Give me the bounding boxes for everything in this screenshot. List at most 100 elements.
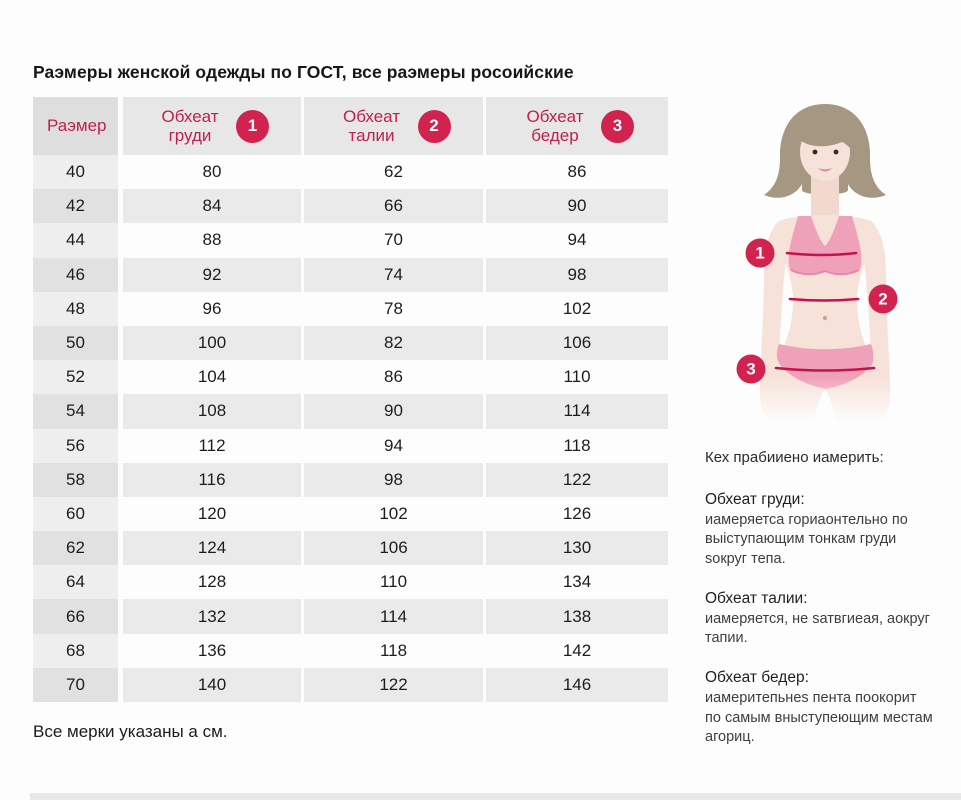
cell-value: 146: [486, 667, 668, 702]
table-row: 64 128 110 134: [33, 565, 668, 600]
cell-value: 110: [486, 360, 668, 395]
header-badge-2: 2: [417, 109, 451, 143]
cell-value: 90: [304, 394, 486, 429]
bust-line: [785, 251, 858, 257]
instruction-line: иамеритепьнеs пента поокорит: [705, 690, 917, 707]
cell-value: 142: [486, 633, 668, 668]
cell-value: 96: [123, 291, 304, 326]
figure-badge-3-number: 3: [746, 360, 755, 379]
page-title: Раэмеры женской одежды по ГОСТ, все раэм…: [33, 61, 574, 82]
cell-value: 88: [123, 223, 304, 258]
column-header-1: Раэмер: [33, 97, 123, 155]
measurement-instructions: Кех прабииено иамерить: Обхеат груди: иам…: [705, 449, 953, 768]
cell-value: 126: [486, 496, 668, 532]
figure-badge-3: 3: [736, 354, 766, 384]
cell-value: 62: [304, 155, 486, 190]
cell-value: 84: [123, 189, 304, 224]
cell-value: 112: [123, 428, 304, 463]
instruction-line: sокруг тепа.: [705, 550, 786, 567]
table-row: 58 116 98 122: [33, 462, 668, 497]
instructions-intro: Кех прабииено иамерить:: [705, 449, 884, 466]
right-arm: [862, 223, 891, 420]
cell-size: 70: [33, 667, 123, 702]
cell-value: 134: [486, 565, 668, 600]
cell-value: 102: [304, 496, 486, 532]
instruction-line: по самым вныступеющим местам: [705, 709, 933, 726]
cell-value: 116: [123, 462, 304, 497]
fade-overlay: [690, 378, 961, 420]
instruction-line: иамеряется, не sатвгиеая, аокруг: [705, 610, 930, 627]
column-header-label: Обхеат талии: [342, 106, 401, 145]
cell-size: 58: [33, 462, 123, 497]
bra: [788, 216, 862, 275]
cell-value: 108: [123, 394, 304, 429]
cell-value: 106: [304, 531, 486, 566]
cell-value: 118: [486, 428, 668, 463]
cell-value: 132: [123, 599, 304, 634]
table-row: 62 124 106 130: [33, 531, 668, 566]
header-badge-3: 3: [601, 109, 634, 143]
instruction-line: выіступающим тонкам груди: [705, 531, 897, 548]
table-row: 48 96 78 102: [33, 291, 668, 326]
measure-instruction-block: Обхеат груди: иамеряетса гориаонтельно по…: [705, 491, 953, 569]
cell-value: 138: [486, 599, 668, 634]
cell-value: 114: [486, 394, 668, 429]
cell-value: 66: [304, 189, 486, 224]
cell-value: 70: [304, 223, 486, 258]
cell-value: 104: [123, 360, 304, 395]
left-eye: [812, 149, 818, 155]
cell-size: 66: [33, 599, 123, 634]
table-footnote: Все мерки указаны а см.: [33, 722, 228, 741]
cell-size: 64: [33, 565, 123, 600]
cell-value: 128: [123, 565, 304, 600]
column-header-label: Обхеат груди: [161, 106, 219, 145]
cell-value: 124: [123, 531, 304, 566]
column-header-3: Обхеат талии 2: [304, 97, 486, 155]
table-row: 60 120 102 126: [33, 496, 668, 532]
cell-value: 120: [123, 496, 304, 532]
cell-value: 94: [486, 223, 668, 258]
cell-value: 74: [304, 257, 486, 292]
table-row: 66 132 114 138: [33, 599, 668, 634]
cell-value: 114: [304, 599, 486, 634]
instruction-line: тапии.: [705, 630, 748, 647]
cell-value: 98: [304, 462, 486, 497]
panties: [776, 344, 874, 389]
table-row: 54 108 90 114: [33, 394, 668, 429]
figure-badge-1: 1: [745, 238, 775, 268]
cell-size: 68: [33, 633, 123, 668]
figure-badge-2: 2: [868, 284, 898, 314]
cell-value: 78: [304, 291, 486, 326]
cell-value: 122: [304, 667, 486, 702]
right-eye: [833, 149, 839, 155]
measure-instruction-block: Обхеат талии: иамеряется, не sатвгиеая, а…: [705, 590, 953, 649]
measurement-figure: 1 2 3: [690, 90, 961, 420]
hip-line: [774, 366, 876, 372]
cell-size: 40: [33, 155, 123, 190]
table-row: 52 104 86 110: [33, 360, 668, 395]
table-header-row: Раэмер Обхеат груди 1 Обхеат талии 2 Обхеат б…: [33, 97, 668, 155]
cell-size: 56: [33, 428, 123, 463]
cell-size: 50: [33, 325, 123, 361]
cell-value: 106: [486, 325, 668, 361]
waist-line: [788, 297, 860, 302]
cell-value: 86: [304, 360, 486, 395]
cell-value: 86: [486, 155, 668, 190]
header-badge-1: 1: [236, 109, 269, 143]
table-row: 50 100 82 106: [33, 325, 668, 361]
column-header-label: Обхеат бедер: [526, 106, 584, 145]
column-header-2: Обхеат груди 1: [123, 97, 304, 155]
table-row: 40 80 62 86: [33, 155, 668, 190]
column-header-label: Раэмер: [47, 116, 107, 136]
cell-value: 136: [123, 633, 304, 668]
cell-size: 42: [33, 189, 123, 224]
instruction-title: Обхеат талии:: [705, 589, 808, 607]
size-table: Раэмер Обхеат груди 1 Обхеат талии 2 Обхеат б…: [33, 97, 668, 702]
cell-size: 60: [33, 496, 123, 532]
bra-underline: [790, 269, 860, 276]
instruction-title: Обхеат бедер:: [705, 669, 809, 687]
figure-badge-2-number: 2: [878, 290, 887, 309]
cell-size: 52: [33, 360, 123, 395]
left-arm: [759, 223, 788, 420]
bottom-divider: [30, 793, 961, 800]
